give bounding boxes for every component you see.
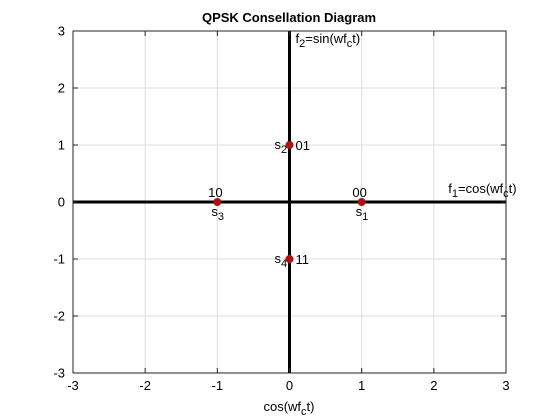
y-tick-label: 3 [58,24,65,39]
y-tick-label: 1 [58,138,65,153]
main-axes [73,31,506,373]
f2-label-c: c [347,38,353,50]
symbol-label-s4: s4 [275,251,288,270]
f2-label-mid: =sin(wf [305,31,347,46]
f1-label-tail: t) [509,181,517,196]
f2-label-f: f [296,31,300,46]
x-tick-label: 0 [286,378,293,393]
y-tick-label: -3 [53,366,65,381]
symbol-letter: s [275,251,282,266]
symbol-index: 4 [281,258,287,270]
x-axis-label: cos(wfct) [263,399,314,418]
symbol-letter: s [211,204,218,219]
x-tick-label: 2 [430,378,437,393]
constellation-points [213,141,366,263]
f1-basis-label: f1=cos(wfct) [448,181,516,200]
constellation-point-s1 [357,198,366,206]
bits-label-s1: 00 [352,185,366,200]
constellation-point-s3 [213,198,222,206]
f2-label-sub: 2 [299,38,305,50]
symbol-index: 2 [281,144,287,156]
chart-title: QPSK Consellation Diagram [202,10,376,25]
plot-frame [72,30,507,374]
bits-label-s3: 10 [208,185,222,200]
x-tick-label: -3 [67,378,79,393]
x-tick-label: -2 [139,378,151,393]
f1-label-c: c [503,188,509,200]
bits-label-s2: 01 [296,138,310,153]
y-tick-label: -1 [53,252,65,267]
symbol-label-s1: s1 [356,204,369,223]
symbol-letter: s [356,204,363,219]
x-axis-label-base: cos(wf [263,399,301,414]
bits-label-s4: 11 [296,252,310,267]
f1-label-mid: =cos(wf [458,181,504,196]
x-tick-label: 3 [502,378,509,393]
symbol-index: 3 [218,211,224,223]
symbol-letter: s [275,137,282,152]
f1-label-sub: 1 [452,188,458,200]
x-tick-label: 1 [358,378,365,393]
symbol-label-s3: s3 [211,204,224,223]
f2-basis-label: f2=sin(wfct) [296,31,361,50]
constellation-point-s4 [285,255,294,263]
y-tick-label: 2 [58,81,65,96]
y-tick-label: -2 [53,309,65,324]
f1-label-f: f [448,181,452,196]
y-tick-label: 0 [58,195,65,210]
f2-label-tail: t) [352,31,360,46]
constellation-point-s2 [285,141,294,149]
x-axis-label-sub: c [301,406,307,418]
x-axis-label-tail: t) [307,399,315,414]
symbol-index: 1 [362,211,368,223]
symbol-label-s2: s2 [275,137,288,156]
x-tick-label: -1 [212,378,224,393]
